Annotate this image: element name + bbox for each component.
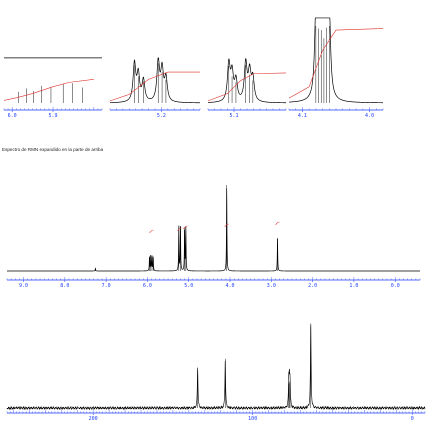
proton-spectrum-integral-mark-1 — [177, 227, 182, 232]
proton-spectrum-tick-label-3: 6.0 — [143, 283, 152, 289]
proton-spectrum-tick-label-2: 7.0 — [102, 283, 111, 289]
proton-spectrum-panel: 9.0 8.0 7.0 6.0 5.0 4.0 3.0 2.0 1.0 0.0 — [6, 185, 421, 289]
proton-spectrum-integral-mark-4 — [275, 221, 280, 226]
proton-spectrum-tick-label-9: 0.0 — [391, 283, 400, 289]
proton-spectrum-tick-label-0: 9.0 — [19, 283, 28, 289]
proton-spectrum-tick-label-6: 3.0 — [267, 283, 276, 289]
expansion-4-panel: 4.1 4.0 — [288, 17, 384, 119]
carbon-spectrum-trace — [6, 324, 426, 411]
expansion-1-tick-label-1: 5.9 — [48, 113, 57, 119]
expansion-2-integral — [109, 71, 200, 102]
proton-spectrum-trace — [7, 188, 420, 272]
expansion-4-trace — [288, 17, 383, 104]
expansion-3-trace — [207, 58, 286, 104]
expansion-4-tick-label-1: 4.0 — [365, 113, 374, 119]
carbon-spectrum-panel: 200 100 0 — [6, 323, 426, 422]
expansion-1-integral — [3, 79, 94, 101]
proton-spectrum-integral-mark-3 — [224, 223, 229, 228]
carbon-spectrum-tick-label-1: 100 — [248, 416, 257, 422]
proton-spectrum-tick-label-8: 1.0 — [349, 283, 358, 289]
carbon-spectrum-tick-label-2: 0 — [411, 416, 414, 422]
expansion-2-trace — [109, 57, 201, 104]
proton-spectrum-tick-label-4: 5.0 — [184, 283, 193, 289]
expansion-2-tick-label-0: 5.2 — [157, 113, 166, 119]
spectrum-caption: Espectro de RMN expandido en la parte de… — [2, 147, 104, 152]
expansion-4-tick-label-0: 4.1 — [298, 113, 307, 119]
expansion-1-panel: 6.0 5.9 — [3, 57, 103, 119]
proton-spectrum-tick-label-1: 8.0 — [60, 283, 69, 289]
expansion-3-panel: 5.1 — [207, 58, 287, 119]
expansion-2-panel: 5.2 — [109, 57, 201, 119]
expansion-1-tick-label-0: 6.0 — [8, 113, 17, 119]
proton-spectrum-integral-mark-0 — [149, 229, 154, 234]
expansion-3-tick-label-0: 5.1 — [229, 113, 238, 119]
proton-spectrum-tick-label-7: 2.0 — [308, 283, 317, 289]
proton-spectrum-tick-label-5: 4.0 — [226, 283, 235, 289]
carbon-spectrum-tick-label-0: 200 — [89, 416, 98, 422]
expansion-4-integral — [288, 28, 384, 99]
proton-spectrum-integral-mark-2 — [183, 225, 188, 230]
expansion-3-integral — [207, 72, 287, 102]
